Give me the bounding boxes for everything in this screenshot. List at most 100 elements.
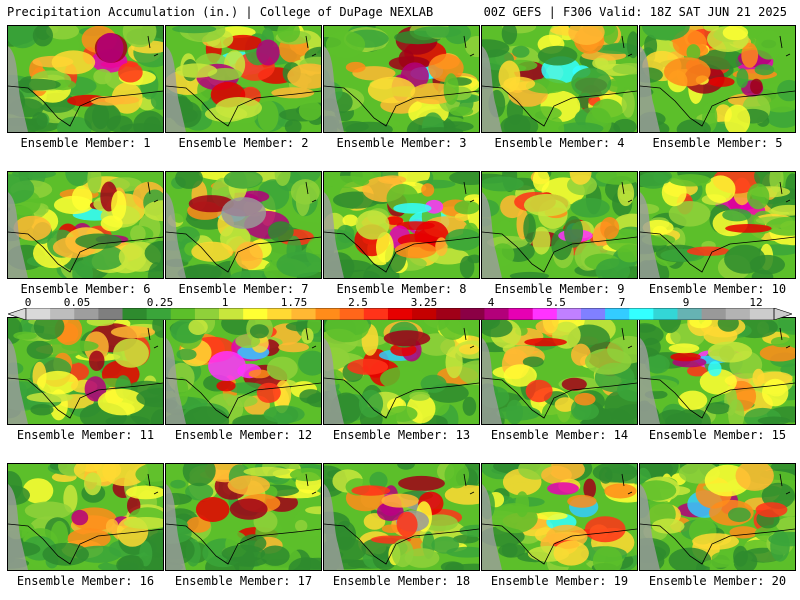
ensemble-panel: Ensemble Member: 10: [639, 171, 796, 298]
precip-map: [165, 317, 322, 425]
colorbar-swatch: [484, 308, 510, 320]
colorbar-swatch: [387, 308, 413, 320]
ensemble-member-label: Ensemble Member: 6: [20, 282, 151, 296]
ensemble-panel: Ensemble Member: 3: [323, 25, 480, 152]
ensemble-panel: Ensemble Member: 11: [7, 317, 164, 444]
colorbar-swatch: [460, 308, 485, 320]
ensemble-member-label: Ensemble Member: 18: [332, 574, 471, 588]
precip-map: [481, 317, 638, 425]
ensemble-panel: Ensemble Member: 8: [323, 171, 480, 298]
colorbar-swatch: [580, 308, 606, 320]
ensemble-member-label: Ensemble Member: 20: [648, 574, 787, 588]
ensemble-member-label: Ensemble Member: 7: [178, 282, 309, 296]
colorbar-swatch: [556, 308, 582, 320]
colorbar-tick-label: 9: [682, 296, 690, 309]
colorbar-swatch: [267, 308, 292, 320]
ensemble-panel: Ensemble Member: 9: [481, 171, 638, 298]
precip-map: [323, 171, 480, 279]
colorbar-swatch: [74, 308, 99, 320]
precip-map: [7, 25, 164, 133]
colorbar-tick-label: 5.5: [546, 296, 566, 309]
colorbar-swatch: [26, 308, 51, 320]
ensemble-member-label: Ensemble Member: 15: [648, 428, 787, 442]
ensemble-panel: Ensemble Member: 4: [481, 25, 638, 152]
ensemble-panel: Ensemble Member: 7: [165, 171, 322, 298]
colorbar-swatch: [508, 308, 534, 320]
colorbar-tick-label: 3.25: [410, 296, 438, 309]
ensemble-member-label: Ensemble Member: 5: [652, 136, 783, 150]
colorbar-tick-label: 0: [24, 296, 32, 309]
colorbar-swatch: [50, 308, 75, 320]
ensemble-member-label: Ensemble Member: 13: [332, 428, 471, 442]
ensemble-member-label: Ensemble Member: 3: [336, 136, 467, 150]
ensemble-panel: Ensemble Member: 1: [7, 25, 164, 152]
colorbar-tick-label: 12: [749, 296, 763, 309]
precip-map: [165, 463, 322, 571]
ensemble-member-label: Ensemble Member: 2: [178, 136, 309, 150]
ensemble-panel: Ensemble Member: 14: [481, 317, 638, 444]
precip-map: [7, 171, 164, 279]
ensemble-member-label: Ensemble Member: 12: [174, 428, 313, 442]
ensemble-panel: Ensemble Member: 16: [7, 463, 164, 590]
colorbar-swatch: [605, 308, 630, 320]
precip-map: [323, 25, 480, 133]
colorbar-swatch: [194, 308, 220, 320]
ensemble-panel: Ensemble Member: 13: [323, 317, 480, 444]
colorbar-swatch: [339, 308, 365, 320]
colorbar-swatch: [219, 308, 244, 320]
colorbar-swatches: [8, 308, 792, 320]
precip-map: [323, 463, 480, 571]
page-title: Precipitation Accumulation (in.) | Colle…: [7, 5, 434, 19]
colorbar-swatch: [653, 308, 678, 320]
colorbar-tick-label: 1.75: [280, 296, 308, 309]
colorbar-max-arrow: [773, 308, 792, 320]
ensemble-member-label: Ensemble Member: 14: [490, 428, 629, 442]
precip-map: [7, 463, 164, 571]
colorbar-tick-label: 0.25: [146, 296, 174, 309]
ensemble-member-label: Ensemble Member: 19: [490, 574, 629, 588]
ensemble-panel: Ensemble Member: 19: [481, 463, 638, 590]
ensemble-panel: Ensemble Member: 18: [323, 463, 480, 590]
colorbar-swatch: [436, 308, 461, 320]
precip-map: [481, 171, 638, 279]
ensemble-member-label: Ensemble Member: 10: [648, 282, 787, 296]
ensemble-panel: Ensemble Member: 17: [165, 463, 322, 590]
colorbar-swatch: [315, 308, 341, 320]
colorbar-tick-label: 7: [618, 296, 626, 309]
colorbar-swatch: [677, 308, 703, 320]
colorbar-swatch: [725, 308, 751, 320]
ensemble-member-label: Ensemble Member: 4: [494, 136, 625, 150]
colorbar-swatch: [146, 308, 172, 320]
precip-map: [481, 463, 638, 571]
precip-map: [639, 317, 796, 425]
colorbar-tick-label: 0.05: [63, 296, 91, 309]
ensemble-member-label: Ensemble Member: 8: [336, 282, 467, 296]
precip-map: [639, 463, 796, 571]
colorbar-tick-label: 4: [487, 296, 495, 309]
precip-map: [7, 317, 164, 425]
run-valid-time: 00Z GEFS | F306 Valid: 18Z SAT JUN 21 20…: [483, 5, 787, 19]
ensemble-member-label: Ensemble Member: 16: [16, 574, 155, 588]
ensemble-member-label: Ensemble Member: 1: [20, 136, 151, 150]
colorbar-tick-label: 1: [221, 296, 229, 309]
ensemble-panel: Ensemble Member: 6: [7, 171, 164, 298]
colorbar-tick-label: 2.5: [348, 296, 368, 309]
precip-map: [165, 25, 322, 133]
precip-map: [323, 317, 480, 425]
precip-map: [639, 171, 796, 279]
colorbar-swatch: [122, 308, 148, 320]
colorbar-swatch: [170, 308, 196, 320]
ensemble-member-label: Ensemble Member: 9: [494, 282, 625, 296]
colorbar-swatch: [532, 308, 558, 320]
precip-map: [481, 25, 638, 133]
colorbar-swatch: [749, 308, 775, 320]
colorbar-swatch: [98, 308, 124, 320]
colorbar-swatch: [363, 308, 389, 320]
ensemble-panel: Ensemble Member: 15: [639, 317, 796, 444]
colorbar-min-arrow: [8, 308, 27, 320]
precip-map: [165, 171, 322, 279]
precip-map: [639, 25, 796, 133]
ensemble-panel: Ensemble Member: 12: [165, 317, 322, 444]
ensemble-member-label: Ensemble Member: 17: [174, 574, 313, 588]
